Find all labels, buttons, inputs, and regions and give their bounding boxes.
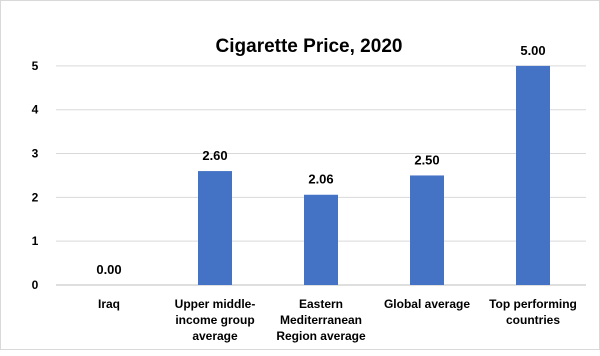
- data-label: 2.50: [414, 152, 439, 167]
- y-tick-label: 1: [32, 234, 39, 248]
- x-tick-label-line: Top performing: [489, 297, 577, 311]
- bars: [198, 65, 550, 285]
- bar: [198, 171, 232, 285]
- data-label: 0.00: [96, 262, 121, 277]
- x-tick-label-line: Region average: [276, 329, 366, 343]
- y-tick-label: 5: [32, 59, 39, 73]
- x-tick-label: Upper middle-income group average: [175, 297, 256, 343]
- y-tick-label: 2: [32, 190, 39, 204]
- x-tick-label-line: Global average: [384, 297, 470, 311]
- y-axis-ticks: 0 1 2 3 4 5: [32, 59, 39, 292]
- x-axis-ticks: Iraq Upper middle-income group average East…: [98, 297, 577, 343]
- x-tick-label: Global average: [384, 297, 470, 311]
- x-tick-label-line: income group: [175, 313, 254, 327]
- x-tick-label: Eastern Mediterranean Region average: [276, 297, 366, 343]
- x-tick-label: Top performing countries: [489, 297, 577, 327]
- data-labels: 0.00 2.60 2.06 2.50 5.00: [96, 43, 545, 277]
- y-tick-label: 4: [32, 103, 39, 117]
- data-label: 2.60: [202, 148, 227, 163]
- x-tick-label: Iraq: [98, 297, 120, 311]
- x-tick-label-line: Mediterranean: [280, 313, 362, 327]
- bar: [516, 65, 550, 285]
- x-tick-label-line: average: [192, 329, 238, 343]
- y-tick-label: 3: [32, 147, 39, 161]
- x-tick-label-line: Upper middle-: [175, 297, 256, 311]
- bar: [304, 194, 338, 285]
- data-label: 2.06: [308, 172, 333, 187]
- y-tick-label: 0: [32, 278, 39, 292]
- x-tick-label-line: Iraq: [98, 297, 120, 311]
- bar: [410, 175, 444, 285]
- data-label: 5.00: [520, 43, 545, 58]
- chart-title: Cigarette Price, 2020: [216, 36, 403, 57]
- x-tick-label-line: Eastern: [299, 297, 343, 311]
- x-tick-label-line: countries: [506, 313, 560, 327]
